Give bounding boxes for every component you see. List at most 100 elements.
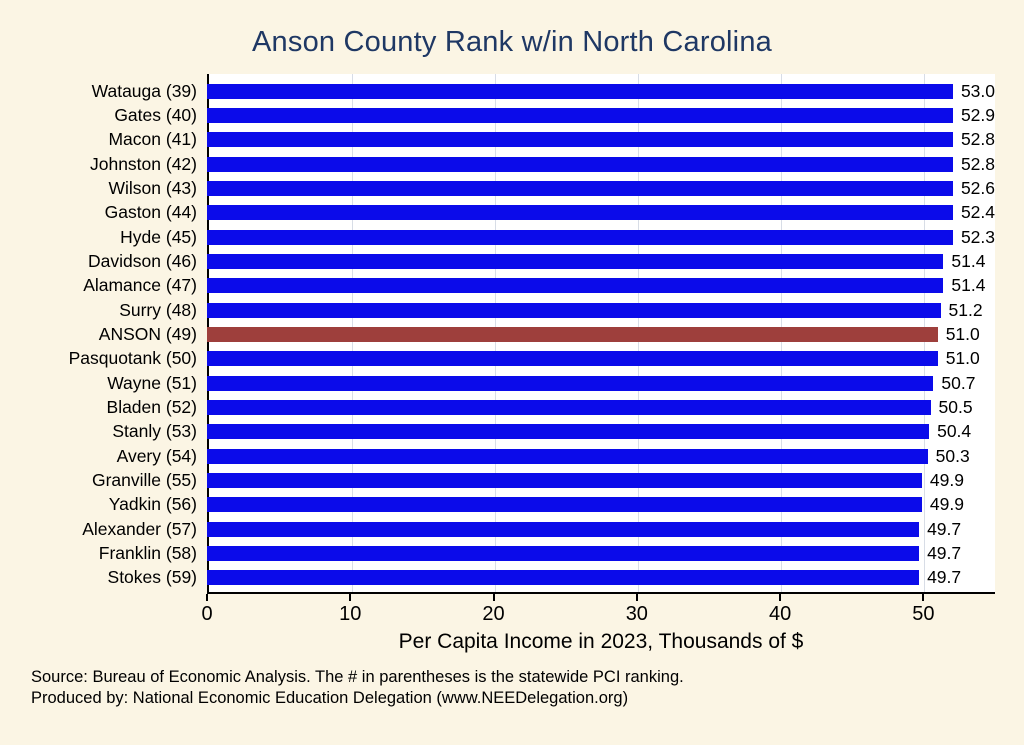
bar-row: Wilson (43) 52.6 (0, 176, 996, 200)
bar-row: Watauga (39) 53.0 (0, 79, 995, 103)
bar (207, 83, 953, 99)
value-label: 50.5 (938, 396, 973, 417)
bar-track: 50.4 (207, 420, 995, 444)
bar-track: 49.9 (207, 493, 995, 517)
bar-track: 50.3 (207, 444, 995, 468)
value-label: 51.4 (951, 275, 986, 296)
bar (207, 497, 922, 513)
category-label: Alexander (57) (82, 518, 197, 539)
bar (207, 375, 934, 391)
bar (207, 132, 953, 148)
category-label: Wilson (43) (108, 177, 198, 198)
chart-area: Watauga (39) 53.0 Gates (40) 52.9 Macon (41)… (0, 74, 1024, 594)
bar-row: Stanly (53) 50.4 (0, 420, 995, 444)
value-label: 52.8 (960, 153, 995, 174)
bar (207, 545, 920, 561)
bar (207, 570, 920, 586)
value-label: 52.6 (960, 177, 995, 198)
bar-row: Hyde (45) 52.3 (0, 225, 995, 249)
bar-row: Granville (55) 49.9 (0, 468, 995, 492)
bar-track: 52.3 (207, 225, 995, 249)
value-label: 51.0 (945, 348, 980, 369)
x-tick-mark (635, 594, 638, 601)
bar (207, 521, 920, 537)
bar-track: 52.8 (207, 152, 995, 176)
bar (207, 253, 944, 269)
bar-row: Avery (54) 50.3 (0, 444, 995, 468)
category-label: Granville (55) (91, 469, 197, 490)
bar-track: 49.9 (207, 468, 995, 492)
bar (207, 180, 953, 196)
value-label: 51.4 (951, 250, 986, 271)
bar-row: Macon (41) 52.8 (0, 128, 995, 152)
bar-highlight-anson (207, 326, 938, 342)
x-tick-label: 50 (912, 603, 935, 625)
value-label: 52.3 (960, 226, 995, 247)
category-label: Hyde (45) (120, 226, 197, 247)
source-line: Source: Bureau of Economic Analysis. The… (31, 668, 684, 686)
bar-row: Bladen (52) 50.5 (0, 395, 995, 419)
bar-row: Alexander (57) 49.7 (0, 517, 995, 541)
category-label: Avery (54) (116, 445, 197, 466)
value-label: 49.7 (927, 542, 962, 563)
bar-track: 52.4 (207, 201, 995, 225)
bar-track: 49.7 (207, 566, 995, 590)
x-tick-label: 0 (201, 603, 213, 625)
x-tick-label: 30 (625, 603, 648, 625)
x-tick-mark (779, 594, 782, 601)
x-axis: 0 10 20 30 40 50 (201, 594, 995, 630)
bar (207, 302, 941, 318)
bar-track: 51.4 (207, 274, 995, 298)
bar-track: 52.6 (207, 176, 995, 200)
x-tick-label: 40 (768, 603, 792, 625)
category-label: Gates (40) (114, 104, 197, 125)
category-label: Watauga (39) (91, 80, 197, 101)
produced-by-line: Produced by: National Economic Education… (31, 689, 629, 708)
x-tick-mark (206, 594, 208, 601)
chart-title: Anson County Rank w/in North Carolina (252, 26, 772, 58)
bar-track: 52.8 (207, 128, 995, 152)
bar (207, 351, 938, 367)
category-label: Surry (48) (119, 299, 197, 320)
bar-row: Alamance (47) 51.4 (0, 274, 995, 298)
bar-track: 52.9 (207, 103, 995, 127)
category-label: Alamance (47) (83, 275, 197, 296)
bar (207, 229, 953, 245)
bar-row: Pasquotank (50) 51.0 (0, 347, 995, 371)
x-tick-mark (922, 594, 925, 601)
bar-track: 50.7 (207, 371, 995, 395)
bar (207, 448, 928, 464)
bar-row: Gaston (44) 52.4 (0, 201, 995, 225)
bar-rows: Watauga (39) 53.0 Gates (40) 52.9 Macon (41)… (0, 74, 995, 594)
category-label: Bladen (52) (106, 396, 197, 417)
value-label: 49.9 (929, 469, 964, 490)
bar (207, 107, 953, 123)
category-label: ANSON (49) (98, 323, 197, 344)
value-label: 52.9 (960, 104, 995, 125)
bar-track: 49.7 (207, 541, 995, 565)
bar-row: Franklin (58) 49.7 (0, 541, 995, 565)
bar-row: Johnston (42) 52.8 (0, 152, 995, 176)
bar-track: 51.4 (207, 249, 995, 273)
x-tick-label: 10 (339, 603, 362, 625)
bar-track: 53.0 (207, 79, 995, 103)
bar (207, 156, 953, 172)
bar (207, 278, 944, 294)
bar-row: Davidson (46) 51.4 (0, 249, 995, 273)
value-label: 51.0 (945, 323, 980, 344)
bar-row: Gates (40) 52.9 (0, 103, 995, 127)
bar-row: Yadkin (56) 49.9 (0, 493, 995, 517)
bar-track: 49.7 (207, 517, 995, 541)
value-label: 49.7 (927, 567, 962, 588)
x-tick-mark (492, 594, 495, 601)
bar (207, 424, 930, 440)
bar-track: 51.2 (207, 298, 995, 322)
value-label: 49.9 (929, 494, 964, 515)
category-label: Gaston (44) (104, 202, 197, 223)
bar-track: 50.5 (207, 395, 995, 419)
bar (207, 205, 953, 221)
value-label: 50.7 (941, 372, 976, 393)
bar (207, 472, 922, 488)
bar-row: Wayne (51) 50.7 (0, 371, 995, 395)
